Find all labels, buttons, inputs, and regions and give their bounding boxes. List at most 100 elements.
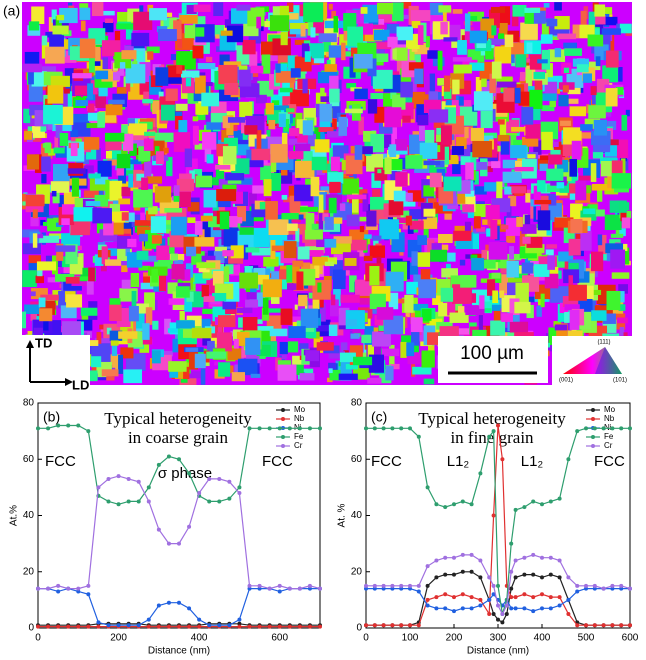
grain (282, 275, 287, 290)
grain (353, 330, 361, 337)
legend-marker (591, 417, 595, 421)
data-point (390, 586, 395, 591)
grain (497, 254, 509, 269)
data-point (390, 426, 395, 431)
x-axis-label: Distance (nm) (148, 646, 210, 657)
data-point (601, 623, 606, 628)
grain (28, 65, 34, 85)
grain (367, 343, 374, 364)
data-point (575, 589, 580, 594)
grain (383, 159, 403, 171)
data-point (548, 555, 553, 560)
grain (567, 330, 583, 340)
grain (202, 334, 211, 346)
grain (499, 290, 505, 298)
grain (216, 332, 232, 352)
grain (616, 317, 628, 324)
td-arrowhead (26, 340, 34, 348)
grain (101, 74, 120, 82)
grain (489, 9, 500, 28)
data-point (522, 505, 527, 510)
grain (131, 290, 137, 309)
data-point (146, 624, 151, 629)
grain (256, 319, 263, 324)
grain (275, 252, 284, 266)
grain (411, 15, 421, 29)
annotation: L1₂ (521, 453, 544, 470)
grain (281, 212, 299, 220)
grain (125, 23, 133, 40)
grain (89, 54, 95, 73)
grain (155, 146, 160, 155)
grain (460, 275, 477, 288)
grain (299, 343, 309, 351)
grain (533, 264, 550, 277)
grain (602, 313, 616, 324)
grain (582, 73, 593, 83)
grain (370, 309, 378, 314)
grain (503, 88, 515, 102)
data-point (416, 434, 421, 439)
grain (490, 6, 506, 13)
grain (186, 291, 194, 302)
grain (194, 220, 203, 235)
grain (593, 119, 608, 136)
y-axis-label: At. % (337, 503, 348, 527)
grain (510, 42, 529, 58)
data-point (381, 586, 386, 591)
grain (41, 156, 51, 172)
x-tick-label: 400 (534, 633, 551, 644)
legend-label: Fe (294, 432, 304, 441)
grain (141, 255, 159, 262)
grain (110, 340, 119, 346)
grain (546, 18, 558, 27)
grain (283, 197, 292, 203)
grain (328, 45, 345, 58)
grain (244, 160, 264, 168)
y-tick-label: 60 (351, 454, 363, 465)
series-line (366, 554, 631, 616)
grain (22, 243, 41, 255)
grain (290, 68, 301, 78)
grain (217, 199, 231, 208)
grain (116, 153, 131, 169)
grain (44, 142, 52, 154)
grain (486, 228, 492, 237)
ipf-001: (001) (559, 378, 573, 384)
grain (180, 70, 200, 78)
grain (594, 4, 606, 17)
grain (392, 2, 404, 22)
grain (169, 367, 179, 378)
grain (263, 256, 279, 267)
data-point (601, 586, 606, 591)
grain (242, 39, 256, 55)
grain (554, 217, 574, 228)
grain (74, 197, 83, 216)
grain (268, 120, 276, 130)
grain (490, 38, 507, 45)
data-point (297, 586, 302, 591)
y-tick-label: 20 (351, 566, 363, 577)
grain (471, 257, 485, 271)
grain (222, 115, 230, 129)
grain (359, 292, 372, 305)
grain (401, 2, 412, 9)
grain (23, 108, 31, 124)
grain (441, 268, 458, 278)
data-point (136, 623, 141, 628)
grain (546, 244, 558, 249)
grain (354, 279, 372, 296)
grain (279, 269, 293, 280)
grain (260, 6, 270, 12)
grain (411, 77, 417, 92)
grain (541, 131, 553, 150)
grain (555, 88, 561, 94)
grain (79, 3, 89, 10)
grain (71, 177, 80, 197)
data-point (217, 476, 222, 481)
grain (179, 14, 198, 24)
grain (290, 316, 306, 322)
panel-label: (a) (3, 3, 20, 19)
data-point (452, 572, 456, 577)
